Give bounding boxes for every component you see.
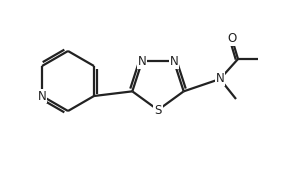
Text: N: N (38, 89, 46, 102)
Text: O: O (227, 32, 237, 45)
Text: N: N (216, 73, 224, 86)
Text: S: S (154, 103, 162, 116)
Text: N: N (138, 55, 146, 68)
Text: N: N (169, 55, 178, 68)
